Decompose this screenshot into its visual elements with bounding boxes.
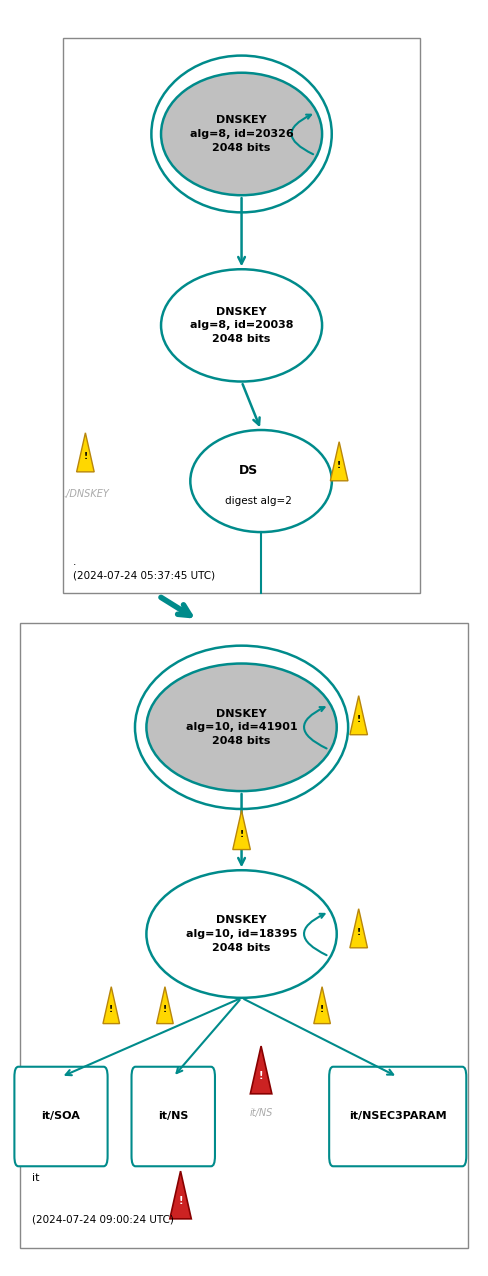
- FancyBboxPatch shape: [20, 623, 468, 1248]
- Polygon shape: [233, 810, 250, 850]
- Ellipse shape: [146, 870, 337, 998]
- Text: !: !: [163, 1005, 167, 1014]
- FancyBboxPatch shape: [15, 1067, 107, 1166]
- Text: it/NS: it/NS: [249, 1108, 273, 1118]
- Text: DS: DS: [239, 464, 259, 477]
- Polygon shape: [350, 909, 367, 948]
- Polygon shape: [103, 986, 120, 1023]
- Text: DNSKEY
alg=10, id=41901
2048 bits: DNSKEY alg=10, id=41901 2048 bits: [186, 708, 297, 746]
- Text: it/NSEC3PARAM: it/NSEC3PARAM: [349, 1111, 447, 1122]
- Polygon shape: [330, 441, 348, 481]
- Text: !: !: [259, 1071, 264, 1081]
- Text: !: !: [337, 462, 341, 471]
- Polygon shape: [250, 1046, 272, 1094]
- Polygon shape: [350, 695, 367, 735]
- Polygon shape: [170, 1171, 191, 1219]
- Text: DNSKEY
alg=8, id=20038
2048 bits: DNSKEY alg=8, id=20038 2048 bits: [190, 306, 293, 345]
- Text: it: it: [32, 1173, 39, 1183]
- Ellipse shape: [146, 664, 337, 791]
- Text: !: !: [240, 831, 244, 840]
- Polygon shape: [157, 986, 173, 1023]
- FancyBboxPatch shape: [63, 38, 420, 593]
- Text: (2024-07-24 09:00:24 UTC): (2024-07-24 09:00:24 UTC): [32, 1215, 174, 1225]
- Text: DNSKEY
alg=10, id=18395
2048 bits: DNSKEY alg=10, id=18395 2048 bits: [186, 915, 297, 953]
- Text: digest alg=2: digest alg=2: [225, 496, 292, 507]
- Text: ./DNSKEY: ./DNSKEY: [63, 489, 109, 499]
- FancyBboxPatch shape: [132, 1067, 215, 1166]
- Polygon shape: [314, 986, 330, 1023]
- Text: it/SOA: it/SOA: [41, 1111, 81, 1122]
- Ellipse shape: [161, 73, 322, 195]
- Text: it/NS: it/NS: [158, 1111, 188, 1122]
- Ellipse shape: [161, 269, 322, 382]
- Text: !: !: [320, 1005, 324, 1014]
- Text: DNSKEY
alg=8, id=20326
2048 bits: DNSKEY alg=8, id=20326 2048 bits: [190, 115, 293, 153]
- FancyBboxPatch shape: [329, 1067, 466, 1166]
- Text: !: !: [83, 453, 87, 462]
- Text: .
(2024-07-24 05:37:45 UTC): . (2024-07-24 05:37:45 UTC): [73, 556, 215, 581]
- Text: !: !: [109, 1005, 113, 1014]
- Text: !: !: [357, 929, 361, 938]
- Text: !: !: [357, 716, 361, 725]
- Text: !: !: [178, 1196, 183, 1206]
- Polygon shape: [77, 433, 94, 472]
- Ellipse shape: [190, 430, 332, 532]
